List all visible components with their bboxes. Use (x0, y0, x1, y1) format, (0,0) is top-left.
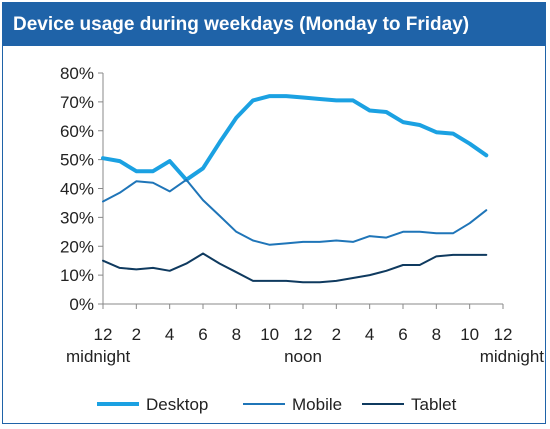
y-tick-label: 20% (60, 237, 94, 256)
y-tick-label: 70% (60, 93, 94, 112)
x-tick-label: 4 (165, 325, 174, 344)
x-tick-label: 12 (94, 325, 113, 344)
y-tick-label: 40% (60, 180, 94, 199)
x-tick-label: 4 (365, 325, 374, 344)
legend-label-mobile: Mobile (292, 395, 342, 414)
x-tick-label: 12 (294, 325, 313, 344)
x-tick-sublabel: noon (284, 347, 322, 366)
series-line-mobile (102, 178, 488, 246)
y-tick-label: 60% (60, 122, 94, 141)
y-tick-label: 0% (69, 295, 94, 314)
x-tick-label: 8 (432, 325, 441, 344)
y-tick-label: 10% (60, 266, 94, 285)
series-line-tablet (102, 252, 488, 284)
y-tick-label: 30% (60, 208, 94, 227)
x-tick-label: 12 (494, 325, 513, 344)
y-tick-label: 80% (60, 64, 94, 83)
chart-frame: Device usage during weekdays (Monday to … (2, 2, 546, 424)
y-tick-label: 50% (60, 151, 94, 170)
x-tick-label: 6 (198, 325, 207, 344)
legend-label-desktop: Desktop (146, 395, 208, 414)
x-tick-label: 2 (332, 325, 341, 344)
x-tick-label: 6 (398, 325, 407, 344)
x-tick-label: 2 (132, 325, 141, 344)
x-tick-label: 10 (460, 325, 479, 344)
legend-label-tablet: Tablet (411, 395, 457, 414)
x-tick-sublabel: midnight (480, 347, 545, 366)
chart-title: Device usage during weekdays (Monday to … (3, 3, 545, 46)
x-tick-sublabel: midnight (66, 347, 131, 366)
series-line-desktop (101, 94, 489, 182)
x-tick-label: 8 (232, 325, 241, 344)
x-tick-label: 10 (260, 325, 279, 344)
